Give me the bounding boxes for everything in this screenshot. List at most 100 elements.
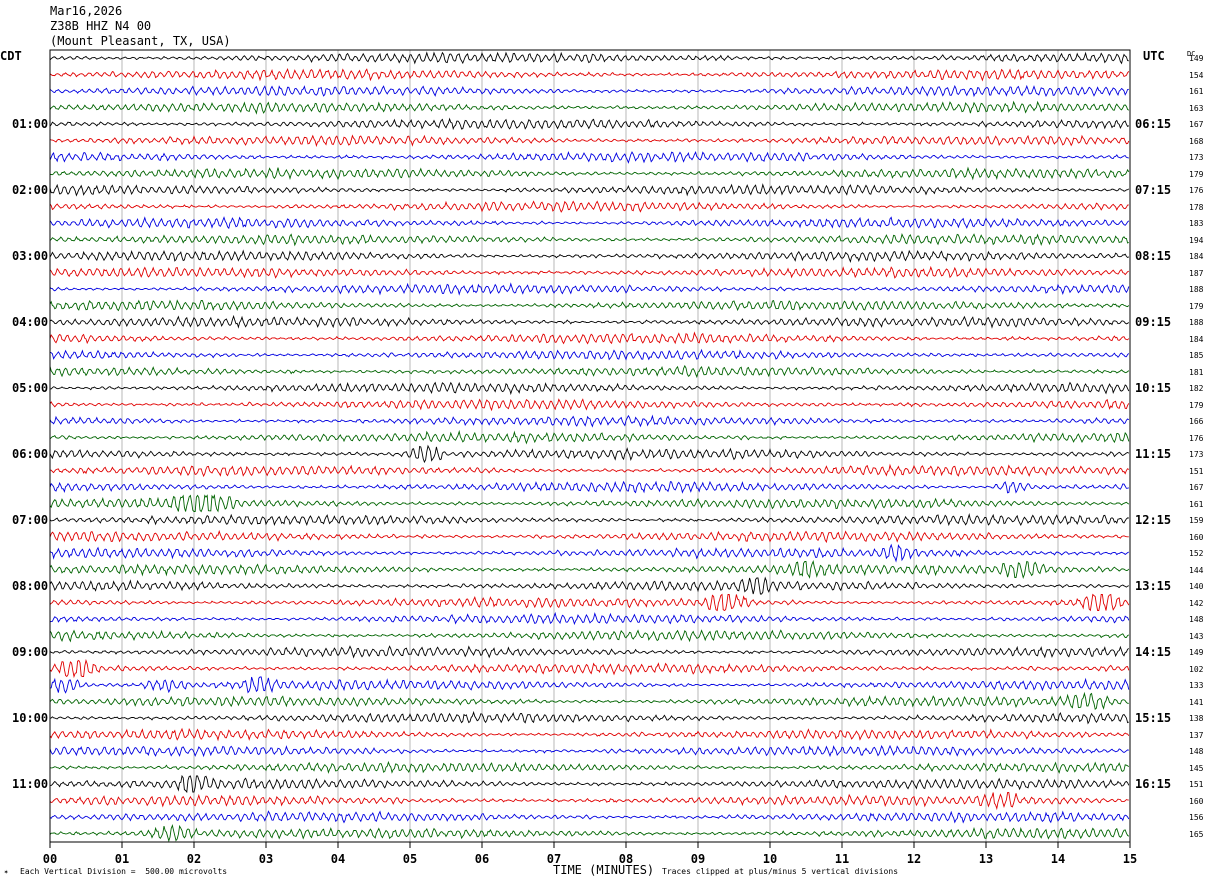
- dc-offset-label: 152: [1189, 549, 1204, 558]
- trace-29: [49, 529, 1129, 544]
- right-time-label: 11:15: [1135, 447, 1172, 461]
- seismic-traces: [49, 51, 1130, 843]
- trace-20: [50, 381, 1130, 396]
- dc-offset-label: 163: [1189, 103, 1204, 113]
- trace-22: [49, 414, 1130, 428]
- left-time-label: 03:00: [12, 249, 49, 263]
- dc-offset-label: 156: [1189, 813, 1204, 822]
- trace-2: [49, 84, 1129, 98]
- left-timezone-label: CDT: [0, 49, 22, 63]
- x-tick-marks: [49, 842, 1131, 848]
- dc-offset-label: 173: [1189, 153, 1204, 162]
- dc-offset-label: 102: [1189, 664, 1204, 674]
- x-tick-label: 01: [114, 852, 130, 866]
- trace-44: [49, 774, 1130, 794]
- dc-offset-label: 154: [1189, 70, 1204, 80]
- right-time-label: 06:15: [1135, 117, 1172, 131]
- x-tick-label: 13: [978, 852, 994, 866]
- right-time-label: 16:15: [1135, 777, 1172, 791]
- trace-16: [49, 314, 1130, 329]
- dc-offset-label: 133: [1189, 681, 1204, 690]
- trace-8: [49, 183, 1130, 197]
- left-time-label: 02:00: [12, 183, 49, 197]
- trace-10: [49, 216, 1130, 230]
- footer-division-note: Each Vertical Division = 500.00 microvol…: [20, 867, 228, 876]
- x-tick-label: 07: [546, 852, 562, 866]
- right-time-label: 07:15: [1135, 183, 1172, 197]
- trace-3: [49, 100, 1130, 115]
- trace-46: [49, 810, 1130, 824]
- trace-35: [49, 629, 1130, 643]
- trace-6: [49, 150, 1129, 164]
- x-tick-label: 06: [474, 852, 490, 866]
- x-tick-label: 09: [690, 852, 706, 866]
- trace-23: [49, 429, 1130, 445]
- right-time-label: 08:15: [1135, 249, 1172, 263]
- left-time-label: 08:00: [12, 579, 49, 593]
- trace-36: [49, 645, 1130, 659]
- trace-18: [49, 348, 1130, 361]
- dc-offset-label: 137: [1189, 730, 1204, 740]
- trace-17: [49, 331, 1130, 345]
- x-tick-label: 10: [762, 852, 778, 866]
- trace-0: [49, 51, 1129, 65]
- trace-45: [49, 792, 1129, 811]
- x-tick-label: 04: [330, 852, 346, 866]
- dc-offset-label: 173: [1189, 450, 1204, 459]
- trace-5: [49, 134, 1130, 148]
- dc-offset-label: 161: [1189, 87, 1204, 96]
- right-time-label: 12:15: [1135, 513, 1172, 527]
- trace-12: [49, 249, 1130, 264]
- dc-offset-label: 187: [1189, 268, 1204, 278]
- dc-offset-label: 178: [1189, 202, 1204, 212]
- dc-offset-label: 142: [1189, 598, 1204, 608]
- dc-offset-label: 194: [1189, 235, 1204, 245]
- trace-31: [49, 560, 1130, 579]
- x-tick-label: 05: [402, 852, 418, 866]
- dc-offset-label: 148: [1189, 615, 1204, 624]
- trace-25: [49, 463, 1130, 478]
- trace-37: [49, 658, 1130, 679]
- dc-offset-label: 151: [1189, 780, 1204, 789]
- dc-offset-label: 144: [1189, 565, 1204, 575]
- trace-47: [49, 823, 1130, 843]
- trace-11: [49, 233, 1130, 247]
- trace-24: [49, 444, 1130, 464]
- left-time-label: 06:00: [12, 447, 49, 461]
- dc-offset-label: 145: [1189, 763, 1204, 773]
- trace-9: [49, 200, 1129, 213]
- trace-32: [49, 576, 1130, 595]
- trace-27: [49, 493, 1130, 513]
- dc-offset-label: 148: [1189, 747, 1204, 756]
- right-time-label: 10:15: [1135, 381, 1172, 395]
- trace-38: [49, 676, 1130, 694]
- dc-header-label: DC: [1187, 50, 1196, 58]
- right-time-label: 15:15: [1135, 711, 1172, 725]
- trace-13: [49, 265, 1129, 279]
- trace-14: [49, 282, 1130, 296]
- x-tick-label: 00: [42, 852, 58, 866]
- trace-42: [49, 744, 1129, 758]
- left-time-label: 05:00: [12, 381, 49, 395]
- trace-30: [49, 543, 1129, 563]
- dc-offset-label: 166: [1189, 417, 1204, 426]
- dc-offset-label: 168: [1189, 136, 1204, 146]
- dc-offset-label: 160: [1189, 532, 1204, 542]
- dc-offset-label: 184: [1189, 252, 1204, 261]
- header-location: (Mount Pleasant, TX, USA): [50, 34, 231, 48]
- dc-offset-label: 181: [1189, 367, 1204, 377]
- trace-28: [49, 513, 1129, 527]
- left-time-label: 09:00: [12, 645, 49, 659]
- dc-offset-label: 140: [1189, 582, 1204, 591]
- x-tick-label: 03: [258, 852, 274, 866]
- plot-frame: [49, 49, 1131, 843]
- dc-offset-label: 183: [1189, 219, 1204, 228]
- dc-offset-label: 160: [1189, 796, 1204, 806]
- left-time-label: 07:00: [12, 513, 49, 527]
- left-time-label: 11:00: [12, 777, 49, 791]
- dc-offset-label: 167: [1189, 483, 1204, 492]
- minute-gridlines: [121, 50, 1059, 842]
- dc-offset-label: 176: [1189, 186, 1204, 195]
- x-tick-label: 02: [186, 852, 202, 866]
- dc-offset-label: 149: [1189, 648, 1204, 657]
